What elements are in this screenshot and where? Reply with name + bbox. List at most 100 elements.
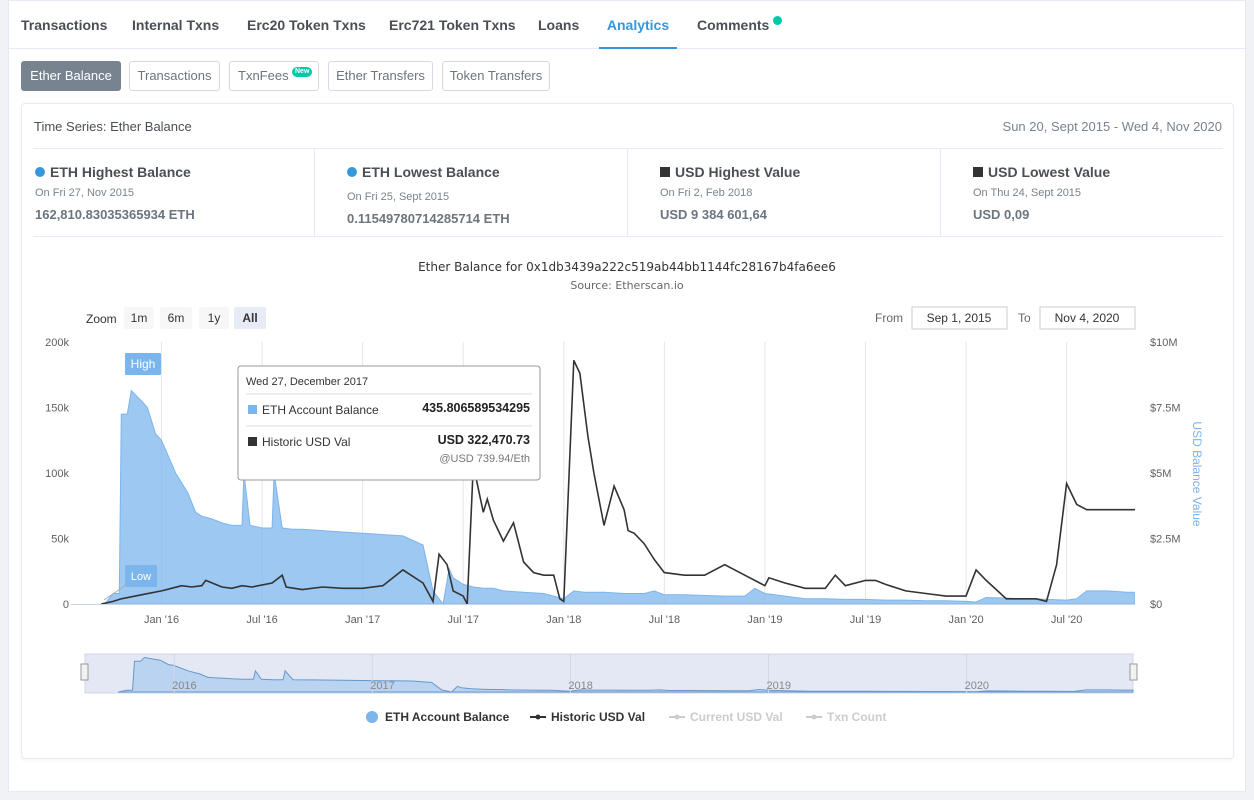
legend-label: Txn Count bbox=[827, 710, 886, 724]
y-left-tick-label: 200k bbox=[45, 337, 69, 349]
stat-date: On Fri 2, Feb 2018 bbox=[660, 187, 753, 199]
stat-usd-lowest-heading: USD Lowest Value bbox=[973, 164, 1110, 180]
legend-label: ETH Account Balance bbox=[385, 710, 510, 724]
navigator-year-label: 2018 bbox=[568, 680, 592, 692]
y-right-tick-label: $7.5M bbox=[1150, 403, 1181, 415]
x-tick-label: Jul '19 bbox=[850, 614, 881, 626]
stat-label: USD Highest Value bbox=[675, 164, 801, 180]
tab-loans[interactable]: Loans bbox=[538, 17, 580, 33]
chart-title: Ether Balance for 0x1db3439a222c519ab44b… bbox=[418, 260, 836, 274]
tab-comments[interactable]: Comments bbox=[697, 17, 770, 33]
zoom-button-label: 1m bbox=[131, 311, 148, 325]
historic-usd-line bbox=[101, 359, 1135, 605]
tab-erc721-token-txns[interactable]: Erc721 Token Txns bbox=[389, 17, 516, 33]
range-navigator[interactable]: 2016 2017 2018 2019 2020 bbox=[80, 653, 1138, 694]
right-axis-labels: $0 $2.5M $5M $7.5M $10M bbox=[1150, 337, 1181, 611]
to-date-value: Nov 4, 2020 bbox=[1055, 311, 1120, 325]
date-range: Sun 20, Sept 2015 - Wed 4, Nov 2020 bbox=[1002, 119, 1222, 134]
y-left-tick-label: 0 bbox=[63, 599, 69, 611]
low-flag-box bbox=[125, 565, 157, 587]
stat-usd-highest-heading: USD Highest Value bbox=[660, 164, 800, 180]
navigator-year-label: 2016 bbox=[172, 680, 196, 692]
subtab-txnfees[interactable]: TxnFees New bbox=[229, 61, 319, 91]
subtab-token-transfers[interactable]: Token Transfers bbox=[442, 61, 550, 91]
tab-transactions[interactable]: Transactions bbox=[21, 17, 108, 33]
legend-item-0[interactable]: ETH Account Balance bbox=[366, 710, 510, 724]
navigator-labels: 2016 2017 2018 2019 2020 bbox=[172, 654, 989, 693]
navigator-year-label: 2020 bbox=[965, 680, 989, 692]
new-badge: New bbox=[292, 67, 313, 77]
eth-circle-icon bbox=[347, 167, 357, 177]
y-right-tick-label: $5M bbox=[1150, 468, 1171, 480]
subtab-ether-balance[interactable]: Ether Balance bbox=[21, 61, 121, 91]
navigator-year-label: 2019 bbox=[766, 680, 790, 692]
stat-usd-highest: USD Highest Value On Fri 2, Feb 2018 USD… bbox=[628, 149, 941, 237]
tooltip-rate: @USD 739.94/Eth bbox=[439, 453, 530, 465]
legend-eth-icon bbox=[366, 711, 378, 723]
subtab-transactions[interactable]: Transactions bbox=[129, 61, 220, 91]
stat-label: ETH Highest Balance bbox=[50, 164, 191, 180]
legend-label: Historic USD Val bbox=[551, 710, 645, 724]
chart-subtitle: Source: Etherscan.io bbox=[570, 279, 684, 292]
card-divider bbox=[33, 148, 1223, 149]
stat-value: 162,810.83035365934 ETH bbox=[35, 207, 195, 222]
comments-notification-dot bbox=[773, 16, 782, 25]
navigator-selection[interactable] bbox=[84, 653, 1134, 694]
navigator-year-label: 2017 bbox=[370, 680, 394, 692]
from-date-input[interactable] bbox=[911, 306, 1008, 330]
usd-square-icon bbox=[660, 167, 670, 177]
legend-marker-icon bbox=[674, 714, 680, 720]
subtab-txnfees-label: TxnFees bbox=[238, 68, 289, 83]
x-axis-labels: Jan '16 Jul '16 Jan '17 Jul '17 Jan '18 Jul '… bbox=[144, 614, 1082, 626]
stat-eth-lowest: ETH Lowest Balance On Fri 25, Sept 2015 … bbox=[315, 149, 628, 237]
zoom-button-All[interactable] bbox=[234, 307, 266, 329]
zoom-button-6m[interactable] bbox=[160, 307, 192, 329]
y-right-tick-label: $2.5M bbox=[1150, 534, 1181, 546]
legend-item-2[interactable]: Current USD Val bbox=[669, 710, 783, 724]
y-left-tick-label: 150k bbox=[45, 403, 69, 415]
y-left-tick-label: 50k bbox=[51, 534, 69, 546]
tab-analytics[interactable]: Analytics bbox=[599, 1, 677, 49]
stat-eth-highest: ETH Highest Balance On Fri 27, Nov 2015 … bbox=[33, 149, 315, 237]
zoom-buttons: 1m 6m 1y All bbox=[124, 307, 266, 329]
ether-balance-card: Time Series: Ether Balance Sun 20, Sept … bbox=[21, 103, 1234, 759]
eth-circle-icon bbox=[35, 167, 45, 177]
tab-erc20-token-txns[interactable]: Erc20 Token Txns bbox=[247, 17, 366, 33]
high-flag-box bbox=[125, 353, 161, 375]
zoom-button-1y[interactable] bbox=[199, 307, 229, 329]
stat-eth-lowest-heading: ETH Lowest Balance bbox=[347, 164, 500, 180]
x-tick-label: Jan '20 bbox=[948, 614, 983, 626]
stat-label: USD Lowest Value bbox=[988, 164, 1111, 180]
legend-item-1[interactable]: Historic USD Val bbox=[530, 710, 645, 724]
tooltip-eth-label: ETH Account Balance bbox=[262, 403, 379, 417]
zoom-button-1m[interactable] bbox=[124, 307, 154, 329]
stat-label: ETH Lowest Balance bbox=[362, 164, 500, 180]
x-tick-label: Jan '16 bbox=[144, 614, 179, 626]
x-tick-label: Jan '19 bbox=[747, 614, 782, 626]
from-date-value: Sep 1, 2015 bbox=[927, 311, 992, 325]
legend-marker-icon bbox=[535, 714, 541, 720]
low-flag-label: Low bbox=[131, 571, 151, 583]
stat-value: 0.11549780714285714 ETH bbox=[347, 211, 510, 226]
balance-stats: ETH Highest Balance On Fri 27, Nov 2015 … bbox=[33, 149, 1223, 237]
navigator-left-handle[interactable] bbox=[80, 663, 89, 681]
x-tick-label: Jul '20 bbox=[1051, 614, 1082, 626]
legend-marker-icon bbox=[811, 714, 817, 720]
x-tick-label: Jul '17 bbox=[447, 614, 478, 626]
tooltip-date: Wed 27, December 2017 bbox=[246, 376, 368, 388]
subtab-ether-transfers[interactable]: Ether Transfers bbox=[328, 61, 433, 91]
navigator-right-handle[interactable] bbox=[1129, 663, 1138, 681]
stat-date: On Thu 24, Sept 2015 bbox=[973, 187, 1082, 199]
zoom-button-label: All bbox=[242, 311, 257, 325]
right-axis-title: USD Balance Value bbox=[1190, 421, 1204, 526]
y-right-tick-label: $0 bbox=[1150, 599, 1162, 611]
tab-internal-txns[interactable]: Internal Txns bbox=[132, 17, 220, 33]
legend-item-3[interactable]: Txn Count bbox=[806, 710, 886, 724]
eth-square-icon bbox=[248, 405, 257, 414]
tab-bar: Transactions Internal Txns Erc20 Token T… bbox=[9, 1, 1247, 49]
x-tick-label: Jul '18 bbox=[649, 614, 680, 626]
to-date-input[interactable] bbox=[1039, 306, 1136, 330]
left-axis-labels: 0 50k 100k 150k 200k bbox=[45, 337, 69, 611]
card-title: Time Series: Ether Balance bbox=[34, 119, 192, 134]
stat-usd-lowest: USD Lowest Value On Thu 24, Sept 2015 US… bbox=[941, 149, 1223, 237]
